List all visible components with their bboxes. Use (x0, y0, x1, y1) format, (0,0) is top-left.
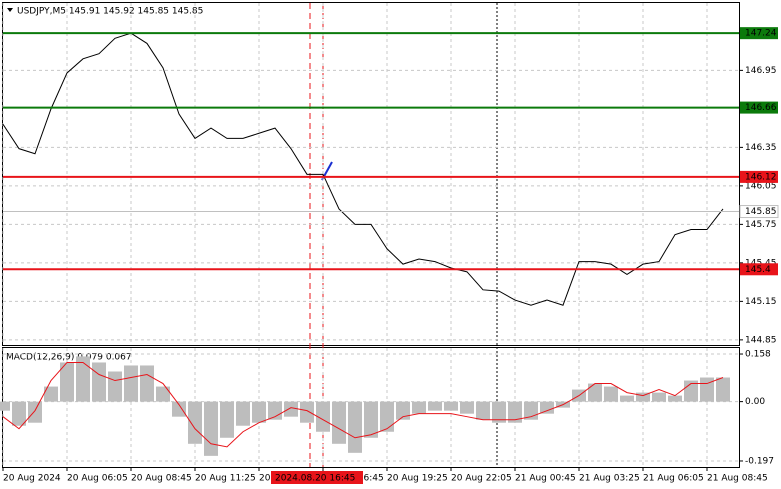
x-tick-label: 20 Aug 19:25 (387, 474, 448, 484)
histogram-bar (0, 401, 10, 411)
level-label-box (740, 27, 778, 40)
histogram-bar (460, 401, 474, 414)
histogram-bar (156, 386, 170, 402)
histogram-bar (252, 401, 266, 423)
level-label-box (740, 170, 778, 183)
histogram-bar (92, 362, 106, 402)
histogram-bar (364, 401, 378, 438)
menu-triangle (7, 8, 13, 12)
y-tick-label: -0.197 (745, 456, 774, 466)
histogram-bar (380, 401, 394, 432)
histogram-bar (284, 401, 298, 417)
histogram-bar (620, 395, 634, 402)
histogram-bar (60, 362, 74, 402)
histogram-bar (316, 401, 330, 432)
x-tick-label: 21 Aug 00:45 (515, 474, 576, 484)
y-tick-label: 0.158 (745, 350, 771, 360)
price-line (2, 32, 724, 306)
histogram-bar (332, 401, 346, 444)
histogram-bar (348, 401, 362, 453)
y-tick-label: 145.15 (745, 297, 777, 307)
histogram-bar (76, 356, 90, 402)
histogram-bar (28, 401, 42, 423)
x-tick-label: 21 Aug 08:45 (707, 474, 768, 484)
histogram-bar (300, 401, 314, 423)
y-tick-label: 144.85 (745, 335, 777, 345)
y-tick-label: 145.75 (745, 220, 777, 230)
level-label: 147.24 (745, 29, 777, 39)
histogram-bar (140, 365, 154, 402)
signal-line (2, 361, 724, 448)
y-tick-label: 146.95 (745, 66, 777, 76)
histogram-bar (668, 395, 682, 402)
histogram-bar (172, 401, 186, 417)
x-tick-label: 20 Aug 22:05 (451, 474, 512, 484)
histogram-bar (236, 401, 250, 426)
histogram-bar (188, 401, 202, 444)
current-price-label: 145.85 (745, 207, 777, 217)
histogram-bar (204, 401, 218, 456)
histogram-bar (508, 401, 522, 423)
chart-title: USDJPY,M5 145.91 145.92 145.85 145.85 (17, 7, 203, 17)
histogram-bar (476, 401, 490, 420)
y-tick-label: 0.00 (745, 397, 765, 407)
histogram-bar (220, 401, 234, 438)
histogram-bar (444, 401, 458, 411)
histogram-bar (44, 386, 58, 402)
x-tick-label: 20 Aug 11:25 (195, 474, 256, 484)
histogram-bar (540, 401, 554, 414)
histogram-bar (412, 401, 426, 414)
histogram-bar (428, 401, 442, 411)
macd-title: MACD(12,26,9) 0.079 0.067 (6, 353, 132, 363)
y-tick-label: 146.35 (745, 143, 777, 153)
level-label: 146.66 (745, 103, 777, 113)
histogram-bar (12, 401, 26, 426)
x-tick-label: 21 Aug 06:05 (643, 474, 704, 484)
x-tick-label: 20 Aug 2024 (3, 474, 61, 484)
current-price-box (739, 205, 779, 219)
x-tick-label: 20 Aug 06:05 (67, 474, 128, 484)
histogram-bar (716, 377, 730, 402)
x-tick-label: 21 Aug 03:25 (579, 474, 640, 484)
histogram-bar (604, 386, 618, 402)
level-label-box (740, 101, 778, 114)
histogram-bar (396, 401, 410, 420)
histogram-bar (700, 377, 714, 402)
x-tick-label: 20 Aug 08:45 (131, 474, 192, 484)
histogram-bar (636, 392, 650, 402)
histogram-bar (652, 392, 666, 402)
histogram-bar (492, 401, 506, 423)
level-label: 145.4 (745, 265, 771, 275)
histogram-bar (108, 371, 122, 402)
level-label-box (740, 263, 778, 276)
crosshair-label-box (271, 471, 363, 484)
histogram-bar (588, 383, 602, 402)
y-tick-label: 146.05 (745, 181, 777, 191)
histogram-bar (124, 365, 138, 402)
level-label: 146.12 (745, 172, 777, 182)
crosshair-label: 2024.08.20 16:45 (275, 474, 355, 484)
